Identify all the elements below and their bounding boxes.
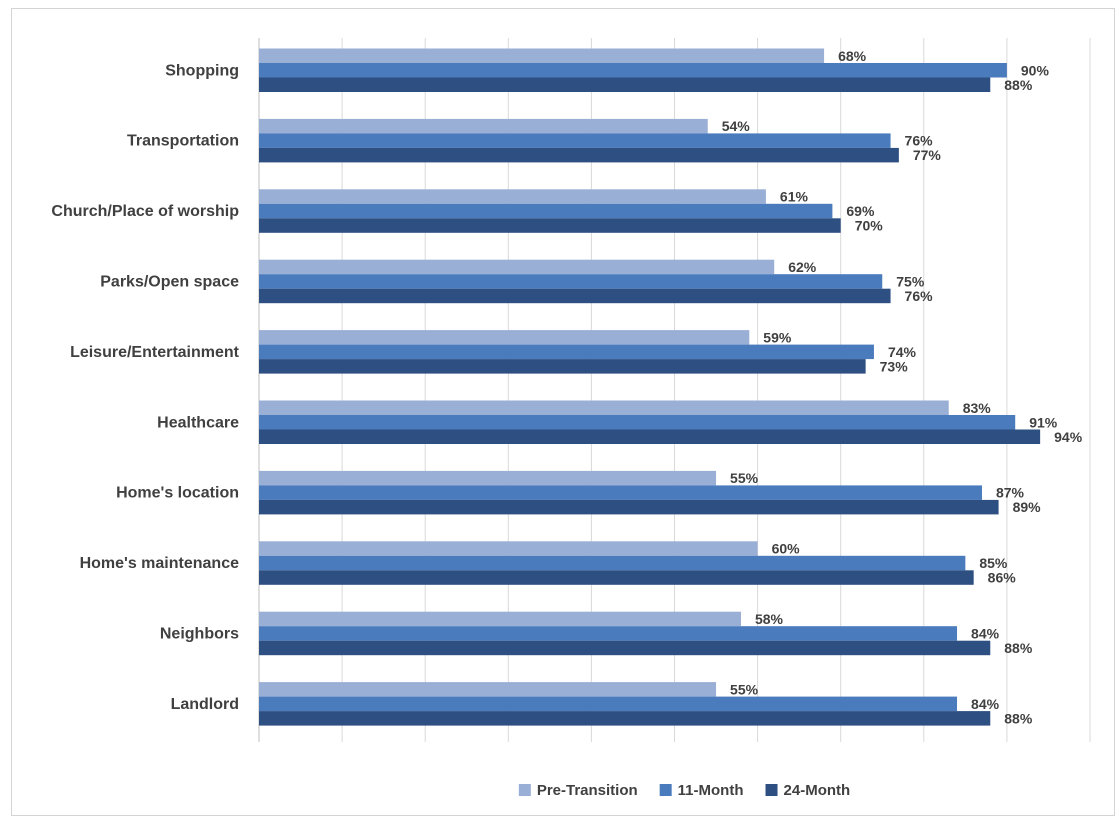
legend-swatch: [518, 784, 531, 796]
data-label: 84%: [971, 696, 1000, 712]
bar: [259, 189, 766, 204]
category-label: Leisure/Entertainment: [70, 344, 240, 361]
category-label: Home's maintenance: [80, 555, 240, 572]
data-label: 94%: [1054, 429, 1083, 445]
data-label: 59%: [763, 329, 792, 345]
category-label: Home's location: [116, 485, 239, 502]
bar: [259, 555, 966, 571]
bar: [259, 682, 717, 697]
bar: [259, 147, 899, 163]
data-label: 83%: [963, 400, 992, 416]
category-label: Parks/Open space: [100, 273, 239, 290]
bars: [259, 48, 1041, 726]
data-label: 74%: [888, 344, 917, 360]
data-label: 88%: [1004, 77, 1033, 93]
category-label: Neighbors: [160, 625, 239, 642]
bar: [259, 359, 866, 374]
bar: [259, 400, 949, 415]
category-label: Shopping: [165, 62, 239, 79]
data-label: 84%: [971, 625, 1000, 641]
bar: [259, 77, 991, 92]
data-label: 88%: [1004, 710, 1033, 726]
bar: [259, 541, 758, 556]
data-label: 54%: [722, 118, 751, 134]
legend-swatch: [765, 784, 778, 796]
bar: [259, 203, 833, 219]
data-label: 87%: [996, 485, 1025, 501]
category-label: Landlord: [171, 696, 239, 713]
bar: [259, 570, 974, 585]
data-label: 86%: [988, 570, 1017, 586]
bar: [259, 63, 1007, 78]
data-label: 58%: [755, 611, 784, 627]
data-labels: 68%90%88%54%76%77%61%69%70%62%75%76%59%7…: [722, 48, 1083, 727]
data-label: 68%: [838, 48, 867, 64]
data-label: 85%: [979, 555, 1008, 571]
data-label: 69%: [846, 203, 875, 219]
bar: [259, 330, 750, 345]
data-label: 89%: [1013, 499, 1042, 515]
category-label: Church/Place of worship: [51, 203, 239, 220]
bar: [259, 470, 717, 486]
data-label: 77%: [913, 147, 942, 163]
data-label: 76%: [905, 288, 934, 304]
bar: [259, 640, 991, 656]
bar: [259, 499, 999, 515]
bar: [259, 415, 1016, 430]
data-label: 76%: [905, 133, 934, 149]
bar: [259, 133, 891, 148]
legend-label: Pre-Transition: [537, 782, 638, 799]
bar: [259, 48, 825, 63]
category-label: Transportation: [127, 133, 239, 150]
category-labels: Shopping Transportation Church/Place of wo…: [51, 62, 239, 713]
data-label: 55%: [730, 681, 759, 697]
bar: [259, 274, 883, 289]
bar: [259, 711, 991, 726]
data-label: 88%: [1004, 640, 1033, 656]
data-label: 55%: [730, 470, 759, 486]
bar: [259, 344, 874, 360]
bar: [259, 696, 958, 712]
category-label: Healthcare: [157, 414, 239, 431]
legend-swatch: [659, 784, 672, 796]
data-label: 90%: [1021, 62, 1050, 78]
bar: [259, 626, 958, 641]
legend: Pre-Transition 11-Month 24-Month: [518, 782, 851, 799]
data-label: 73%: [880, 358, 909, 374]
bar: [259, 288, 891, 304]
data-label: 60%: [772, 541, 801, 557]
data-label: 91%: [1029, 414, 1058, 430]
data-label: 70%: [855, 218, 884, 234]
bar: [259, 485, 982, 500]
bar: [259, 218, 841, 233]
data-label: 61%: [780, 189, 809, 205]
legend-label: 11-Month: [678, 782, 744, 799]
legend-label: 24-Month: [784, 782, 851, 799]
bar: [259, 429, 1041, 444]
bar: [259, 118, 708, 134]
bar: [259, 611, 741, 627]
data-label: 62%: [788, 259, 817, 275]
data-label: 75%: [896, 273, 925, 289]
bar: [259, 259, 775, 275]
